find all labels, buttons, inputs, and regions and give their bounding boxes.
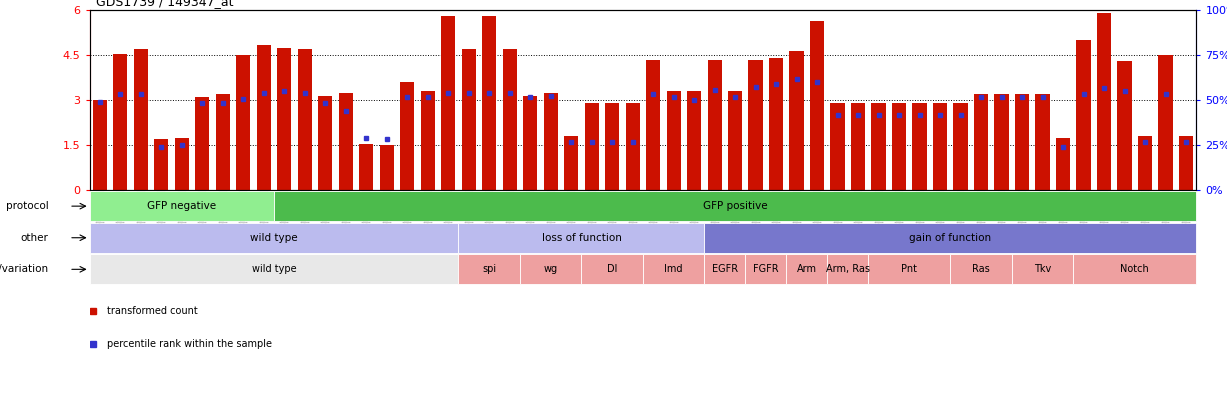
Bar	[687, 91, 702, 190]
Bar	[274, 191, 1196, 221]
Bar	[440, 16, 455, 190]
Bar	[933, 103, 947, 190]
Text: loss of function: loss of function	[541, 233, 621, 243]
Bar	[728, 91, 742, 190]
Bar	[236, 55, 250, 190]
Bar	[520, 254, 582, 284]
Bar	[869, 254, 951, 284]
Bar	[134, 49, 148, 190]
Text: Imd: Imd	[665, 264, 683, 274]
Bar	[769, 58, 783, 190]
Bar	[174, 138, 189, 190]
Bar	[605, 103, 620, 190]
Bar	[852, 103, 865, 190]
Text: transformed count: transformed count	[107, 306, 198, 316]
Text: protocol: protocol	[6, 201, 49, 211]
Bar	[994, 94, 1009, 190]
Bar	[277, 48, 292, 190]
Text: wg: wg	[544, 264, 558, 274]
Text: wild type: wild type	[250, 233, 298, 243]
Text: EGFR: EGFR	[712, 264, 737, 274]
Text: Arm, Ras: Arm, Ras	[826, 264, 870, 274]
Bar	[746, 254, 787, 284]
Bar	[459, 254, 520, 284]
Text: Tkv: Tkv	[1034, 264, 1052, 274]
Bar	[379, 145, 394, 190]
Bar	[810, 21, 825, 190]
Bar	[503, 49, 517, 190]
Text: gain of function: gain of function	[909, 233, 991, 243]
Text: Ras: Ras	[972, 264, 990, 274]
Text: Arm: Arm	[796, 264, 817, 274]
Text: GFP positive: GFP positive	[703, 201, 768, 211]
Bar	[1118, 61, 1131, 190]
Bar	[93, 100, 107, 190]
Bar	[953, 103, 968, 190]
Text: wild type: wild type	[252, 264, 297, 274]
Text: FGFR: FGFR	[753, 264, 779, 274]
Bar	[789, 51, 804, 190]
Bar	[582, 254, 643, 284]
Text: Pnt: Pnt	[902, 264, 918, 274]
Bar	[666, 91, 681, 190]
Bar	[1012, 254, 1074, 284]
Text: Dl: Dl	[607, 264, 617, 274]
Text: genotype/variation: genotype/variation	[0, 264, 49, 274]
Bar	[1036, 94, 1050, 190]
Bar	[1015, 94, 1029, 190]
Bar	[298, 49, 312, 190]
Bar	[482, 16, 497, 190]
Text: spi: spi	[482, 264, 496, 274]
Bar	[1137, 136, 1152, 190]
Bar	[195, 97, 210, 190]
Bar	[90, 191, 274, 221]
Bar	[871, 103, 886, 190]
Bar	[318, 96, 333, 190]
Bar	[626, 103, 639, 190]
Bar	[1074, 254, 1196, 284]
Bar	[400, 82, 415, 190]
Bar	[748, 60, 763, 190]
Bar	[523, 96, 537, 190]
Bar	[360, 144, 373, 190]
Bar	[459, 223, 704, 253]
Bar	[1076, 40, 1091, 190]
Bar	[90, 223, 459, 253]
Bar	[256, 45, 271, 190]
Bar	[704, 223, 1196, 253]
Bar	[708, 60, 721, 190]
Bar	[90, 254, 459, 284]
Bar	[787, 254, 827, 284]
Bar	[216, 94, 229, 190]
Bar	[461, 49, 476, 190]
Bar	[892, 103, 907, 190]
Bar	[564, 136, 578, 190]
Bar	[913, 103, 926, 190]
Bar	[1158, 55, 1173, 190]
Bar	[974, 94, 988, 190]
Bar	[827, 254, 869, 284]
Bar	[155, 139, 168, 190]
Bar	[339, 93, 353, 190]
Text: GDS1739 / 149347_at: GDS1739 / 149347_at	[96, 0, 233, 8]
Bar	[704, 254, 746, 284]
Bar	[1056, 138, 1070, 190]
Bar	[1097, 13, 1112, 190]
Text: other: other	[21, 233, 49, 243]
Bar	[831, 103, 845, 190]
Text: GFP negative: GFP negative	[147, 201, 216, 211]
Text: percentile rank within the sample: percentile rank within the sample	[107, 339, 271, 349]
Bar	[643, 254, 704, 284]
Bar	[647, 60, 660, 190]
Text: Notch: Notch	[1120, 264, 1150, 274]
Bar	[113, 54, 128, 190]
Bar	[544, 93, 558, 190]
Bar	[584, 103, 599, 190]
Bar	[1179, 136, 1193, 190]
Bar	[951, 254, 1012, 284]
Bar	[421, 91, 434, 190]
